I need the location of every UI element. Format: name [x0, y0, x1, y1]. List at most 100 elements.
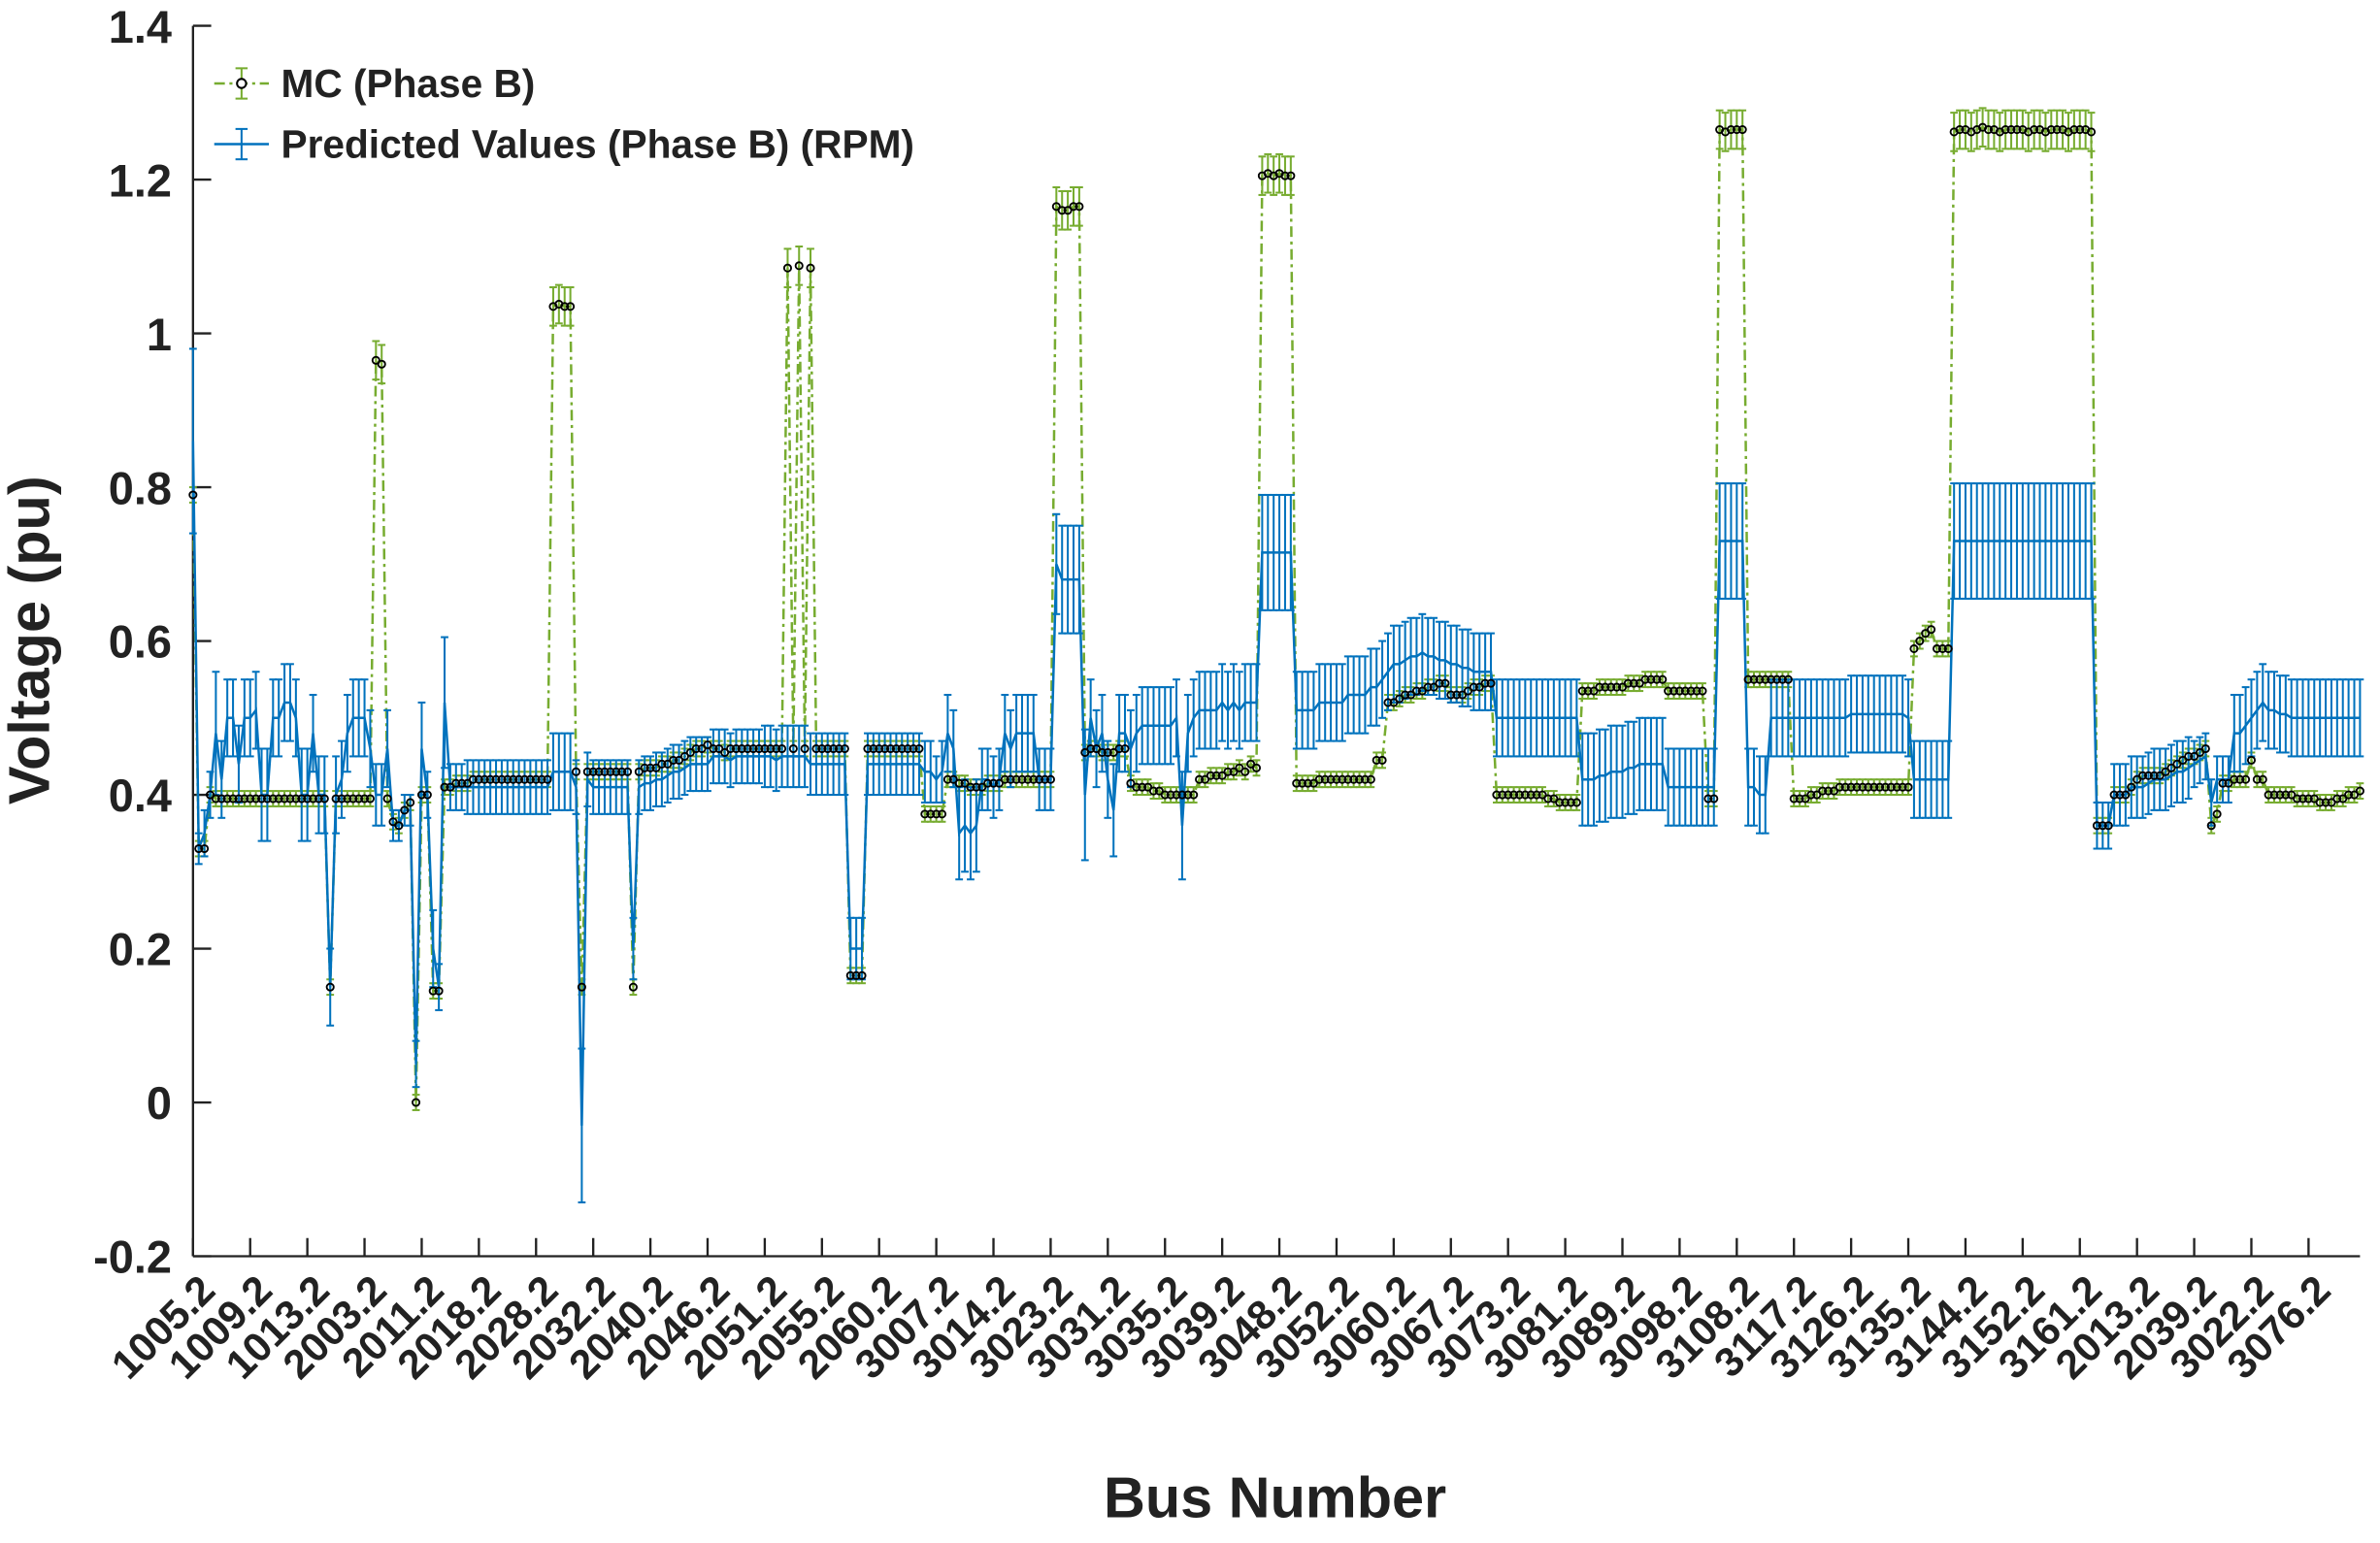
marker: [1875, 782, 1885, 792]
marker: [256, 794, 267, 804]
marker: [640, 763, 649, 772]
marker: [1955, 125, 1965, 135]
marker: [1749, 674, 1759, 684]
marker: [422, 790, 432, 800]
marker: [1189, 790, 1199, 800]
marker: [314, 794, 323, 804]
marker: [1246, 759, 1256, 769]
error-bar: [1990, 109, 1999, 150]
marker: [388, 817, 398, 827]
marker: [772, 743, 781, 754]
marker: [1469, 682, 1478, 692]
marker: [1812, 790, 1822, 800]
marker: [1858, 782, 1868, 792]
marker: [509, 774, 518, 784]
marker: [1824, 786, 1834, 796]
marker: [697, 743, 707, 754]
marker: [1852, 782, 1862, 792]
marker: [914, 743, 924, 754]
marker: [1937, 643, 1947, 654]
marker: [1767, 674, 1776, 684]
marker: [2000, 125, 2010, 135]
marker: [2166, 763, 2176, 772]
marker: [234, 794, 244, 804]
marker: [337, 794, 347, 804]
marker: [1543, 794, 1553, 804]
marker: [566, 302, 576, 312]
marker: [594, 767, 604, 776]
marker: [1446, 690, 1456, 700]
marker: [2046, 125, 2056, 135]
error-bar: [1218, 767, 1227, 785]
marker: [519, 774, 530, 784]
marker: [1383, 698, 1393, 707]
marker: [1595, 682, 1604, 692]
marker: [428, 986, 438, 996]
marker: [1086, 743, 1096, 754]
marker: [537, 774, 546, 784]
marker: [1223, 767, 1233, 776]
marker: [2092, 821, 2101, 831]
marker: [1486, 678, 1496, 688]
marker: [714, 743, 724, 754]
marker: [937, 809, 947, 819]
marker: [1732, 125, 1741, 135]
marker: [560, 302, 570, 312]
marker: [451, 778, 461, 788]
error-bar: [2350, 786, 2359, 804]
marker: [875, 743, 884, 754]
marker: [840, 743, 849, 754]
y-tick-label: 1: [147, 310, 172, 360]
marker: [2218, 778, 2228, 788]
marker: [1183, 790, 1193, 800]
marker: [2269, 790, 2279, 800]
marker: [851, 970, 861, 980]
marker: [1063, 206, 1073, 215]
marker: [1206, 771, 1215, 780]
marker: [942, 774, 952, 784]
marker: [1172, 790, 1181, 800]
marker: [703, 739, 712, 750]
marker: [612, 767, 621, 776]
marker: [1789, 794, 1799, 804]
marker: [2258, 774, 2267, 784]
marker: [2178, 755, 2188, 765]
y-tick-label: 0.6: [109, 617, 172, 668]
marker: [2315, 798, 2325, 807]
marker: [834, 743, 844, 754]
marker: [2327, 798, 2336, 807]
marker: [1126, 778, 1136, 788]
error-bar: [2310, 790, 2319, 807]
marker: [1932, 643, 1942, 654]
marker: [1195, 774, 1205, 784]
marker: [1143, 782, 1153, 792]
marker: [474, 774, 483, 784]
marker: [1440, 678, 1450, 688]
marker: [1520, 790, 1530, 800]
marker: [2241, 774, 2251, 784]
marker: [1251, 763, 1262, 772]
marker: [606, 767, 615, 776]
marker: [1835, 782, 1844, 792]
marker: [343, 794, 352, 804]
marker: [479, 774, 489, 784]
marker: [1829, 786, 1838, 796]
marker: [2132, 774, 2142, 784]
marker: [845, 970, 855, 980]
marker: [760, 743, 770, 754]
marker: [1108, 747, 1118, 757]
marker: [1514, 790, 1525, 800]
marker: [2115, 790, 2125, 800]
marker: [1726, 125, 1735, 135]
marker: [657, 759, 667, 769]
marker: [1577, 686, 1587, 696]
marker: [1629, 678, 1638, 688]
marker: [503, 774, 512, 784]
marker: [954, 778, 964, 788]
marker: [1406, 690, 1416, 700]
marker: [582, 767, 592, 776]
marker: [200, 843, 210, 854]
marker: [2212, 809, 2222, 819]
